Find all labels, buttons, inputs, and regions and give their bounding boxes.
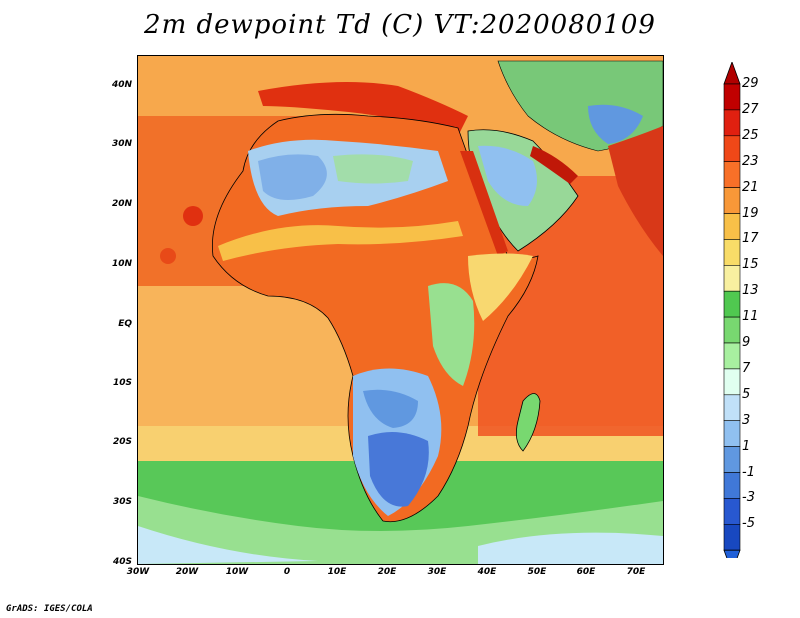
colorbar-label: 21	[742, 179, 759, 195]
x-tick-label: 0	[283, 567, 291, 577]
southern-cold-blue-east	[478, 532, 663, 564]
colorbar-label: -1	[742, 464, 755, 480]
east-africa-highlands	[428, 283, 475, 386]
colorbar-swatch	[723, 523, 741, 551]
colorbar-label: 1	[742, 438, 751, 454]
colorbar-label: 29	[742, 76, 759, 91]
colorbar-swatch	[723, 135, 741, 163]
y-tick-label: 40S	[112, 557, 132, 567]
colorbar-max-arrow	[723, 62, 741, 85]
colorbar-swatch	[723, 109, 741, 137]
colorbar	[723, 62, 741, 558]
colorbar-min-arrow	[723, 549, 741, 558]
x-tick-label: 10W	[225, 567, 249, 577]
sahara-very-dry	[258, 154, 327, 200]
colorbar-swatch	[723, 239, 741, 266]
colorbar-swatch	[723, 472, 741, 499]
madagascar	[515, 393, 541, 452]
x-tick-label: 60E	[576, 567, 596, 577]
colorbar-label: 27	[742, 101, 759, 117]
colorbar-swatch	[723, 368, 741, 396]
colorbar-label: 7	[742, 360, 751, 376]
colorbar-swatch	[723, 187, 741, 214]
y-tick-label: 40N	[111, 80, 132, 90]
red-sea-humid	[460, 151, 508, 256]
colorbar-label: 3	[742, 412, 751, 428]
colorbar-label: -5	[742, 516, 755, 532]
persian-gulf	[530, 146, 578, 184]
x-tick-label: 30W	[126, 567, 150, 577]
colorbar-swatch	[723, 394, 741, 421]
africa-land	[212, 113, 539, 523]
kalahari-dry	[363, 389, 418, 428]
colorbar-label: 19	[742, 205, 759, 221]
colorbar-label: 25	[742, 127, 759, 143]
y-tick-label: 30N	[111, 139, 132, 149]
y-tick-label: 10N	[111, 259, 132, 269]
x-tick-label: 10E	[327, 567, 347, 577]
x-tick-label: 20E	[377, 567, 397, 577]
colorbar-label: 5	[742, 386, 751, 402]
colorbar-label: 17	[742, 231, 759, 247]
arabia-dry	[478, 145, 537, 206]
humid-cell	[160, 248, 176, 264]
dewpoint-map	[137, 55, 664, 565]
x-tick-label: 70E	[626, 567, 646, 577]
y-tick-label: 20N	[111, 199, 132, 209]
colorbar-swatch	[723, 446, 741, 473]
x-tick-label: 50E	[527, 567, 547, 577]
y-tick-label: 30S	[112, 497, 132, 507]
horn-of-africa	[468, 253, 533, 321]
x-tick-label: 20W	[175, 567, 199, 577]
colorbar-label: 23	[742, 153, 759, 169]
colorbar-label: 11	[742, 309, 759, 325]
sahara-green-edge	[333, 154, 413, 184]
colorbar-swatch	[723, 420, 741, 447]
colorbar-swatch	[723, 213, 741, 240]
southern-cold-blue	[138, 526, 318, 564]
x-tick-label: 30E	[427, 567, 447, 577]
iran-dry	[588, 104, 643, 144]
colorbar-swatch	[723, 265, 741, 292]
colorbar-label: -3	[742, 490, 755, 506]
colorbar-swatch	[723, 342, 741, 370]
colorbar-swatch	[723, 290, 741, 318]
colorbar-label: 13	[742, 283, 759, 299]
y-tick-label: 10S	[112, 378, 132, 388]
y-tick-label: 20S	[112, 437, 132, 447]
colorbar-swatch	[723, 161, 741, 188]
india-humid	[608, 126, 663, 256]
colorbar-label: 15	[742, 257, 759, 273]
colorbar-swatch	[723, 83, 741, 111]
chart-title: 2m dewpoint Td (C) VT:2020080109	[144, 10, 656, 40]
grads-credit: GrADS: IGES/COLA	[6, 604, 93, 614]
y-tick-label: EQ	[118, 319, 132, 329]
map-canvas	[138, 56, 663, 564]
colorbar-swatch	[723, 316, 741, 344]
x-tick-label: 40E	[477, 567, 497, 577]
southern-africa-very-dry	[368, 432, 429, 507]
colorbar-swatch	[723, 498, 741, 525]
colorbar-label: 9	[742, 335, 751, 350]
humid-cell	[183, 206, 203, 226]
sahel-band	[218, 221, 463, 261]
